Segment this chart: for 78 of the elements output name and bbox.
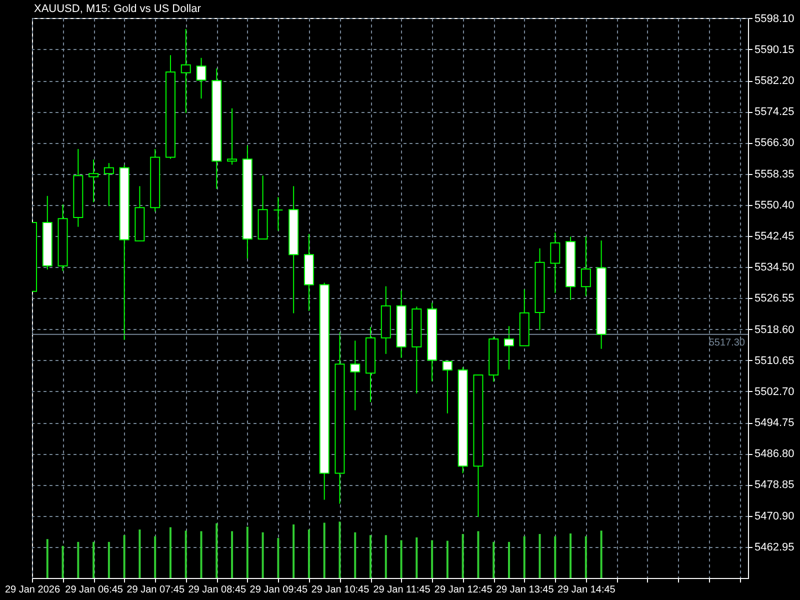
y-tick-label: 5598.10 xyxy=(754,12,794,25)
y-tick-label: 5462.95 xyxy=(754,541,794,554)
ref-line-label: 5517.30 xyxy=(708,337,746,348)
y-tick-label: 5518.60 xyxy=(754,324,794,336)
y-tick-label: 5542.45 xyxy=(754,230,794,243)
bar xyxy=(154,536,156,578)
bar xyxy=(184,530,187,578)
bar xyxy=(123,535,126,578)
x-tick-label: 29 Jan 07:45 xyxy=(126,584,185,596)
candlestick xyxy=(196,57,206,100)
y-tick-label: 5534.50 xyxy=(754,262,794,274)
candlestick xyxy=(442,360,452,414)
candlestick xyxy=(504,326,514,370)
chart-title: XAUUSD, M15: Gold vs US Dollar xyxy=(34,3,202,15)
bar xyxy=(308,530,310,578)
candlestick xyxy=(104,162,114,207)
x-tick-label: 29 Jan 08:45 xyxy=(188,584,246,596)
bar xyxy=(370,535,372,578)
bar xyxy=(231,531,234,578)
x-tick-label: 29 Jan 12:45 xyxy=(434,584,493,596)
candlestick xyxy=(550,232,560,294)
x-tick-label: 29 Jan 13:45 xyxy=(496,584,554,596)
y-tick-label: 5558.35 xyxy=(754,168,794,180)
bar xyxy=(277,538,280,578)
bar xyxy=(169,527,172,578)
bar xyxy=(584,536,587,578)
y-tick-label: 5566.30 xyxy=(754,137,794,150)
candlestick xyxy=(88,159,99,203)
x-tick-label: 29 Jan 14:45 xyxy=(558,584,616,596)
bar xyxy=(246,526,248,578)
bar xyxy=(108,542,110,578)
candlestick xyxy=(227,108,238,166)
y-tick-label: 5582.20 xyxy=(754,75,794,88)
bar xyxy=(92,542,95,578)
bar xyxy=(262,532,264,578)
x-tick-label: 29 Jan 11:45 xyxy=(373,584,431,596)
y-tick-label: 5574.25 xyxy=(754,106,794,118)
y-tick-label: 5478.85 xyxy=(754,479,794,492)
bar xyxy=(554,536,556,578)
x-tick-label: 29 Jan 2026 xyxy=(4,584,60,596)
bar xyxy=(62,546,64,578)
bar xyxy=(523,536,526,578)
x-tick-label: 29 Jan 10:45 xyxy=(311,584,370,596)
bar xyxy=(446,540,448,578)
candlestick xyxy=(350,340,360,411)
candlestick xyxy=(273,196,284,232)
bar xyxy=(46,539,48,578)
candlestick xyxy=(580,236,591,297)
y-tick-label: 5494.75 xyxy=(754,417,794,430)
bar xyxy=(292,524,295,578)
bar xyxy=(431,540,434,578)
bar xyxy=(492,542,495,578)
y-tick-label: 5510.65 xyxy=(754,354,794,367)
x-tick-label: 29 Jan 09:45 xyxy=(250,584,308,596)
bar xyxy=(354,532,356,578)
y-tick-label: 5550.40 xyxy=(754,199,794,212)
bar xyxy=(138,530,141,578)
x-tick-label: 29 Jan 06:45 xyxy=(65,584,124,596)
y-tick-label: 5526.55 xyxy=(754,292,794,305)
bar xyxy=(200,531,202,578)
bar xyxy=(416,537,418,578)
bar xyxy=(216,523,218,578)
bar xyxy=(384,535,387,578)
y-tick-label: 5502.70 xyxy=(754,386,794,398)
bar xyxy=(462,534,464,578)
bar xyxy=(538,534,541,578)
candlestick xyxy=(180,28,191,114)
bar xyxy=(508,542,510,578)
y-tick-label: 5470.90 xyxy=(754,510,794,522)
bar xyxy=(77,542,80,578)
bar xyxy=(323,522,326,578)
bar xyxy=(338,522,341,578)
bar xyxy=(570,533,572,578)
y-tick-label: 5486.80 xyxy=(754,448,794,460)
bar xyxy=(477,531,480,578)
bar xyxy=(400,540,402,578)
bar xyxy=(600,530,602,578)
y-tick-label: 5590.15 xyxy=(754,44,794,56)
